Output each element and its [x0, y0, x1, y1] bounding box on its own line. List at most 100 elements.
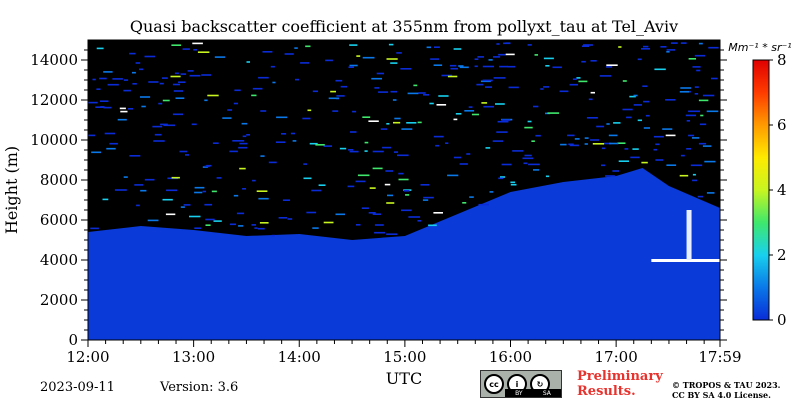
- noise-streak: [103, 71, 113, 73]
- noise-streak: [582, 45, 590, 47]
- noise-streak: [436, 104, 447, 106]
- noise-streak: [543, 86, 550, 88]
- noise-streak: [686, 120, 690, 122]
- noise-streak: [378, 91, 389, 93]
- noise-streak: [174, 72, 179, 75]
- noise-streak: [129, 52, 136, 55]
- noise-streak: [588, 98, 593, 101]
- noise-streak: [315, 144, 325, 146]
- noise-streak: [706, 192, 715, 194]
- noise-streak: [242, 135, 247, 138]
- noise-streak: [239, 142, 248, 145]
- chart-title: Quasi backscatter coefficient at 355nm f…: [130, 17, 678, 36]
- noise-streak: [477, 56, 484, 58]
- noise-streak: [95, 106, 105, 108]
- noise-streak: [300, 62, 310, 64]
- noise-streak: [205, 218, 215, 221]
- noise-streak: [618, 46, 622, 48]
- noise-streak: [374, 231, 386, 234]
- noise-streak: [120, 110, 128, 113]
- noise-streak: [153, 140, 165, 142]
- noise-streak: [578, 80, 588, 83]
- noise-streak: [643, 100, 650, 103]
- noise-streak: [496, 43, 500, 45]
- preliminary-line-2: Results.: [577, 384, 636, 399]
- noise-streak: [455, 113, 462, 115]
- noise-streak: [453, 156, 462, 159]
- noise-streak: [552, 66, 562, 69]
- noise-streak: [533, 105, 539, 108]
- colorbar-tick-label: 2: [777, 246, 787, 264]
- noise-streak: [567, 134, 575, 137]
- noise-streak: [612, 170, 619, 172]
- noise-streak: [692, 66, 701, 68]
- noise-streak: [123, 89, 131, 92]
- noise-streak: [229, 223, 237, 226]
- noise-streak: [386, 58, 398, 60]
- noise-streak: [540, 88, 544, 90]
- noise-streak: [307, 109, 312, 112]
- noise-streak: [144, 55, 156, 58]
- noise-streak: [152, 125, 163, 128]
- y-tick-label: 14000: [30, 51, 78, 69]
- noise-streak: [233, 194, 239, 197]
- noise-streak: [503, 42, 511, 45]
- noise-streak: [251, 224, 256, 226]
- noise-streak: [468, 106, 473, 108]
- noise-streak: [114, 189, 127, 191]
- cc-license-badge: cc i ↻ BY SA: [480, 370, 562, 398]
- noise-streak: [362, 56, 375, 59]
- noise-streak: [361, 207, 369, 209]
- noise-streak: [268, 161, 277, 164]
- noise-streak: [433, 212, 443, 214]
- noise-streak: [629, 95, 636, 98]
- noise-streak: [466, 153, 471, 155]
- noise-streak: [348, 66, 354, 68]
- noise-streak: [132, 71, 136, 74]
- noise-streak: [91, 151, 102, 154]
- preliminary-notice: Preliminary Results.: [577, 369, 677, 399]
- noise-streak: [482, 79, 493, 82]
- noise-streak: [238, 146, 248, 149]
- noise-streak: [162, 99, 170, 102]
- noise-streak: [287, 218, 293, 220]
- noise-streak: [445, 142, 449, 144]
- noise-streak: [609, 142, 619, 145]
- noise-streak: [633, 104, 642, 106]
- noise-streak: [390, 90, 398, 93]
- noise-streak: [535, 134, 541, 137]
- y-axis-label: Height (m): [2, 146, 21, 234]
- noise-streak: [295, 78, 299, 81]
- noise-streak: [637, 119, 642, 122]
- noise-streak: [312, 227, 319, 229]
- noise-streak: [340, 85, 348, 88]
- noise-streak: [666, 51, 670, 53]
- noise-streak: [394, 151, 398, 153]
- noise-streak: [189, 74, 201, 77]
- noise-streak: [306, 211, 317, 214]
- noise-streak: [356, 224, 361, 226]
- noise-streak: [368, 120, 379, 122]
- noise-streak: [162, 77, 168, 79]
- noise-streak: [643, 45, 649, 48]
- noise-streak: [492, 140, 504, 142]
- noise-streak: [471, 113, 479, 116]
- noise-streak: [369, 187, 376, 189]
- noise-streak: [429, 102, 434, 105]
- noise-streak: [545, 175, 550, 178]
- noise-streak: [418, 92, 426, 94]
- noise-streak: [318, 184, 326, 186]
- noise-streak: [493, 77, 506, 79]
- noise-streak: [166, 189, 178, 192]
- noise-streak: [303, 163, 308, 165]
- noise-streak: [394, 117, 401, 120]
- noise-streak: [252, 179, 256, 182]
- noise-streak: [384, 183, 391, 186]
- noise-streak: [262, 51, 273, 53]
- noise-streak: [103, 106, 112, 109]
- noise-streak: [584, 143, 588, 145]
- noise-streak: [670, 42, 678, 44]
- colorbar-tick-label: 6: [777, 116, 787, 134]
- noise-streak: [260, 155, 265, 157]
- noise-streaks: [88, 42, 719, 237]
